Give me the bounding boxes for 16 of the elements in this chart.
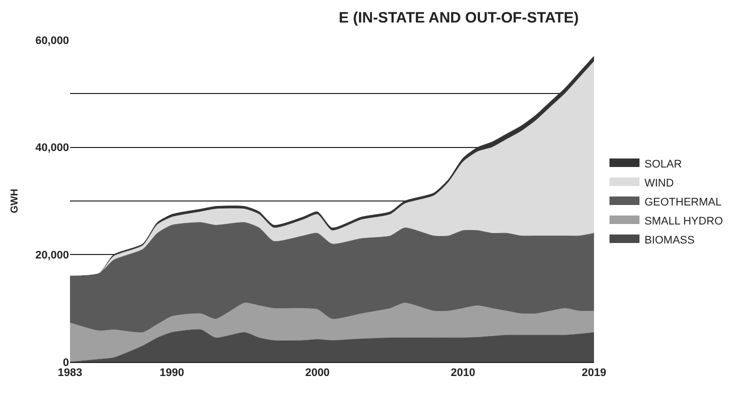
legend-label: BIOMASS	[644, 234, 695, 246]
text: 20,000	[35, 250, 69, 262]
y-tick-label: 40,000	[35, 142, 69, 154]
x-tick-label: 2019	[582, 367, 606, 380]
chart-title: E (IN-STATE AND OUT-OF-STATE)	[338, 10, 579, 27]
y-tick-label: 0	[62, 356, 69, 369]
x-tick-label: 2000	[305, 367, 330, 380]
y-tick-label: 60,000	[35, 34, 69, 47]
x-tick-label: 1990	[160, 367, 184, 380]
legend-label: SOLAR	[644, 158, 682, 170]
x-tick-label: 2010	[450, 367, 476, 380]
legend-label: SMALL HYDRO	[644, 215, 724, 228]
legend-label: GEOTHERMAL	[644, 196, 722, 208]
y-axis-title: GWH	[9, 188, 20, 214]
legend-label: WIND	[644, 177, 674, 190]
x-tick-label: 1983	[58, 367, 82, 380]
